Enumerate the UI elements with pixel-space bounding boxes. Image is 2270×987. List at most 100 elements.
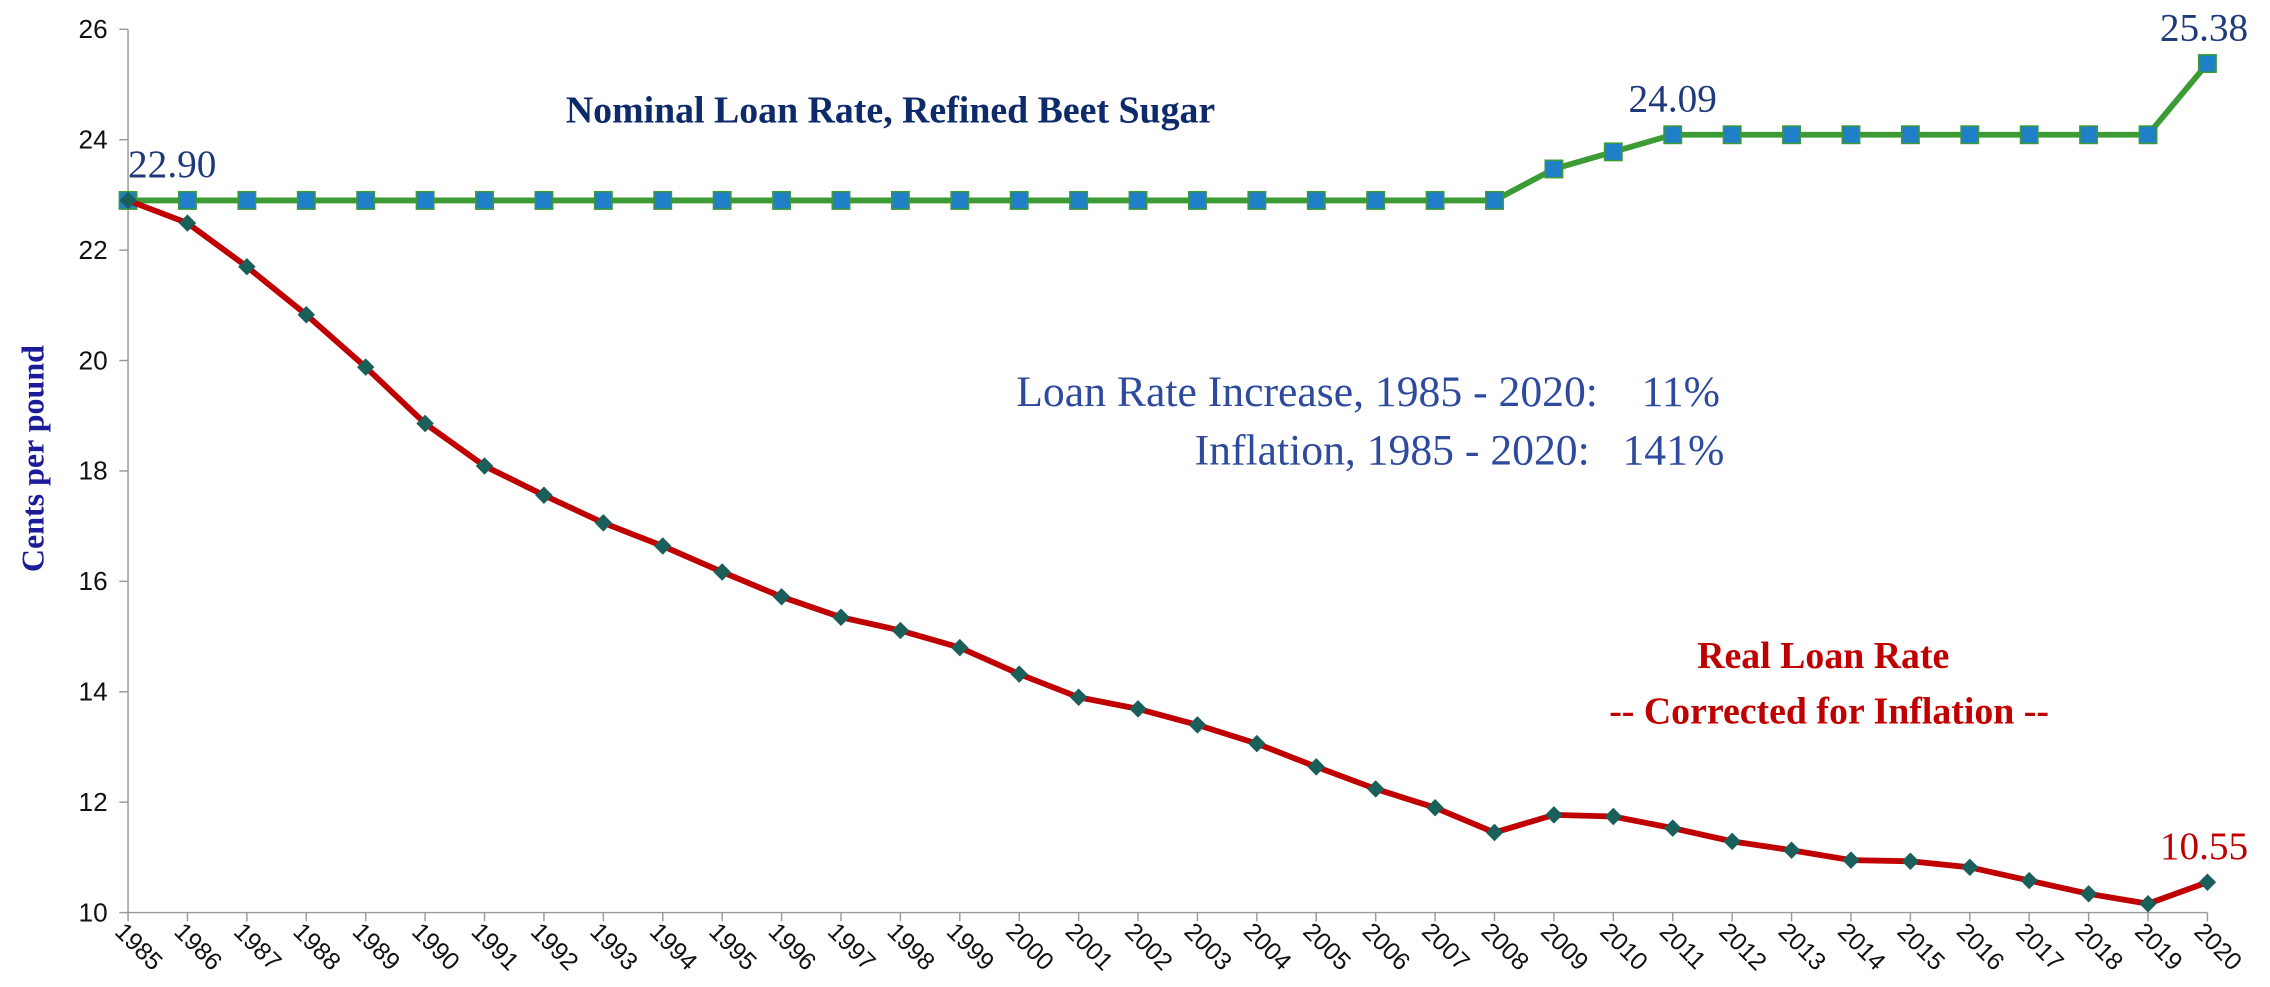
- annotation: Loan Rate Increase, 1985 - 2020: 11%: [1016, 368, 1720, 416]
- marker: [2198, 873, 2217, 891]
- marker: [1426, 798, 1444, 817]
- x-tick-label: 2001: [1060, 918, 1118, 976]
- y-tick-label: 10: [79, 897, 108, 927]
- marker: [416, 414, 434, 433]
- x-tick-label: 2012: [1713, 918, 1771, 976]
- y-tick-label: 18: [79, 456, 108, 486]
- x-tick-label: 2002: [1119, 918, 1177, 976]
- data-label: 10.55: [2160, 825, 2248, 868]
- series-line: [127, 197, 2209, 907]
- marker: [1604, 807, 1623, 826]
- x-tick-label: 2017: [2010, 918, 2068, 976]
- marker: [654, 537, 672, 555]
- marker: [890, 190, 910, 210]
- x-tick-label: 1994: [644, 918, 702, 976]
- marker: [1009, 190, 1029, 210]
- data-label: 25.38: [2160, 6, 2248, 49]
- x-tick-label: 1992: [525, 918, 583, 976]
- data-label: 22.90: [128, 143, 216, 186]
- x-tick-label: 1997: [822, 918, 880, 976]
- x-tick-label: 2000: [1000, 918, 1058, 976]
- x-tick-label: 1988: [287, 918, 345, 976]
- marker: [1900, 125, 1920, 145]
- marker: [1128, 190, 1148, 210]
- x-tick-label: 1989: [347, 918, 405, 976]
- x-tick-label: 2004: [1238, 918, 1296, 976]
- marker: [1842, 851, 1860, 869]
- marker: [2139, 895, 2157, 913]
- marker: [2079, 125, 2099, 145]
- marker: [1841, 125, 1861, 145]
- annotation: Inflation, 1985 - 2020: 141%: [1195, 426, 1725, 474]
- y-tick-label: 22: [79, 235, 108, 265]
- marker: [356, 190, 376, 210]
- marker: [1723, 832, 1741, 851]
- marker: [594, 514, 613, 532]
- y-axis-label: Cents per pound: [15, 345, 51, 572]
- marker: [237, 190, 257, 210]
- y-tick-label: 26: [79, 14, 108, 44]
- series-line: [128, 61, 2210, 204]
- annotation: -- Corrected for Inflation --: [1609, 690, 2049, 732]
- marker: [1247, 190, 1267, 210]
- marker: [178, 214, 197, 232]
- marker: [1010, 665, 1028, 683]
- x-tick-label: 2010: [1595, 918, 1653, 976]
- x-tick-label: 1996: [763, 918, 821, 976]
- marker: [1307, 758, 1325, 776]
- marker: [1663, 125, 1683, 145]
- x-tick-label: 2008: [1476, 918, 1534, 976]
- marker: [1664, 819, 1682, 837]
- marker: [1603, 142, 1623, 162]
- marker: [2020, 871, 2038, 890]
- marker: [1782, 841, 1801, 859]
- y-tick-label: 14: [79, 676, 108, 706]
- marker: [1485, 823, 1504, 842]
- marker: [1069, 688, 1088, 707]
- x-tick-label: 1987: [228, 918, 286, 976]
- marker: [712, 190, 732, 210]
- marker: [238, 257, 256, 276]
- marker: [713, 563, 731, 581]
- x-tick-label: 2011: [1654, 918, 1711, 975]
- annotation: Real Loan Rate: [1697, 635, 1949, 677]
- marker: [119, 191, 137, 210]
- marker: [1722, 125, 1742, 145]
- y-tick-label: 12: [79, 787, 108, 817]
- x-tick-label: 2014: [1832, 918, 1890, 976]
- x-tick-label: 1998: [882, 918, 940, 976]
- x-tick-label: 1995: [703, 918, 761, 976]
- x-tick-label: 2003: [1179, 918, 1237, 976]
- x-tick-label: 2020: [2189, 918, 2247, 976]
- marker: [356, 358, 375, 376]
- x-tick-label: 1999: [941, 918, 999, 976]
- marker: [653, 190, 673, 210]
- marker: [2138, 125, 2158, 145]
- x-tick-label: 1985: [109, 918, 167, 976]
- marker: [772, 588, 791, 606]
- marker: [178, 190, 197, 210]
- marker: [593, 190, 613, 210]
- x-tick-label: 1986: [169, 918, 227, 976]
- x-tick-label: 2018: [2070, 918, 2128, 976]
- data-label: 24.09: [1629, 77, 1717, 120]
- marker: [951, 638, 969, 657]
- marker: [475, 190, 494, 210]
- marker: [1960, 125, 1980, 145]
- x-tick-label: 1991: [466, 918, 524, 976]
- marker: [1425, 190, 1445, 210]
- marker: [1782, 125, 1802, 145]
- x-tick-label: 2013: [1773, 918, 1831, 976]
- y-tick-label: 24: [79, 124, 108, 154]
- x-tick-label: 2009: [1535, 918, 1593, 976]
- marker: [2019, 125, 2039, 145]
- marker: [831, 190, 851, 210]
- x-tick-label: 1990: [406, 918, 464, 976]
- marker: [1188, 716, 1207, 734]
- marker: [1485, 190, 1504, 210]
- marker: [1366, 190, 1386, 210]
- marker: [1961, 858, 1979, 877]
- marker: [1129, 700, 1147, 718]
- marker: [2079, 885, 2098, 903]
